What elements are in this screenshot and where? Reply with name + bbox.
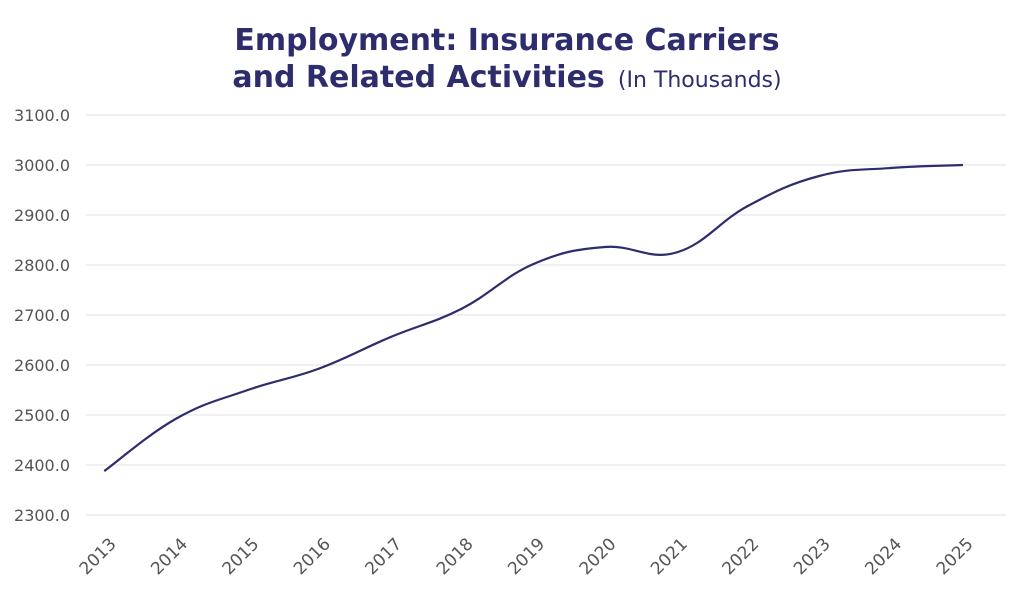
data-point-2022 bbox=[746, 204, 749, 208]
y-tick-label: 2500.0 bbox=[14, 406, 70, 425]
y-tick-label: 3000.0 bbox=[14, 156, 70, 175]
data-point-2020 bbox=[603, 245, 607, 249]
x-tick-label: 2014 bbox=[147, 534, 192, 579]
y-tick-label: 2900.0 bbox=[14, 206, 70, 225]
y-tick-label: 2600.0 bbox=[14, 356, 70, 375]
x-tick-label: 2022 bbox=[719, 534, 764, 579]
y-tick-label: 2400.0 bbox=[14, 456, 70, 475]
y-tick-label: 2800.0 bbox=[14, 256, 70, 275]
data-point-2017 bbox=[389, 335, 392, 339]
x-tick-label: 2016 bbox=[290, 534, 335, 579]
series-layer bbox=[103, 163, 964, 472]
x-tick-label: 2025 bbox=[933, 534, 978, 579]
data-point-2016 bbox=[318, 367, 321, 370]
data-point-2014 bbox=[175, 417, 178, 420]
gridlines bbox=[86, 114, 1006, 516]
x-tick-label: 2013 bbox=[76, 534, 121, 579]
x-tick-label: 2021 bbox=[647, 534, 692, 579]
y-tick-label: 2300.0 bbox=[14, 506, 70, 525]
y-tick-label: 2700.0 bbox=[14, 306, 70, 325]
title-line-2: and Related Activities bbox=[232, 60, 604, 95]
data-point-2025 bbox=[960, 163, 964, 167]
x-tick-label: 2019 bbox=[504, 534, 549, 579]
x-axis-ticks: 2013 2014 2015 2016 2017 2018 2019 2020 2021 2022… bbox=[76, 534, 978, 579]
x-tick-label: 2023 bbox=[790, 534, 835, 579]
data-point-2015 bbox=[246, 388, 249, 392]
title-line-1: Employment: Insurance Carriers bbox=[234, 23, 779, 58]
data-point-2018 bbox=[460, 307, 464, 310]
data-point-2023 bbox=[818, 174, 821, 178]
x-tick-label: 2015 bbox=[219, 534, 264, 579]
title-subtitle: (In Thousands) bbox=[618, 68, 782, 93]
y-tick-label: 3100.0 bbox=[14, 106, 70, 125]
data-point-2013 bbox=[103, 469, 107, 472]
data-point-2024 bbox=[889, 166, 892, 170]
x-tick-label: 2020 bbox=[576, 534, 621, 579]
series-line bbox=[103, 163, 964, 472]
chart-title: Employment: Insurance Carriers and Relat… bbox=[232, 23, 781, 95]
data-point-2019 bbox=[532, 262, 535, 266]
data-point-2021 bbox=[675, 251, 678, 254]
x-tick-label: 2024 bbox=[861, 534, 906, 579]
y-axis-ticks: 2300.0 2400.0 2500.0 2600.0 2700.0 2800.0 2900… bbox=[14, 106, 70, 525]
x-tick-label: 2017 bbox=[361, 534, 406, 579]
x-tick-label: 2018 bbox=[433, 534, 478, 579]
title-line-2-group: and Related Activities (In Thousands) bbox=[232, 60, 781, 95]
